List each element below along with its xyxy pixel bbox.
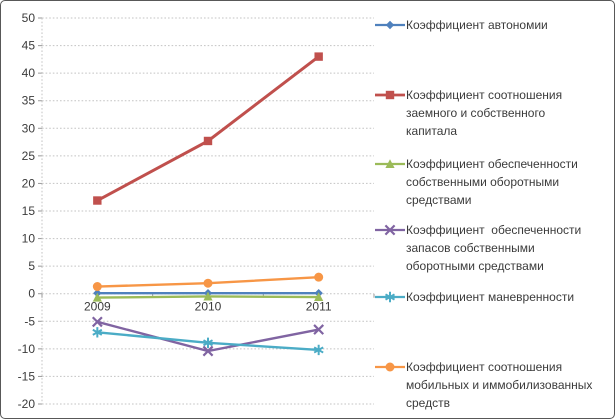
data-point-marker-x [91,316,103,328]
data-point-marker-square [93,196,102,205]
data-point-marker-circle [385,362,395,372]
legend-label: средствами [406,193,472,207]
legend-marker-square-icon [375,90,405,100]
legend-item-debt-to-equity: Коэффициент соотношения заемного и собст… [375,86,611,140]
legend-label: запасов собственными [406,241,535,255]
data-point-marker-circle [92,282,102,292]
data-point-marker-asterisk [202,337,214,348]
y-tick-label: -10 [18,342,36,356]
data-point-marker-circle [314,272,324,282]
y-tick-label: 10 [22,232,36,246]
legend-label: Коэффициент обеспеченности [406,157,578,171]
legend-label: мобильных и иммобилизованных [406,378,593,392]
y-tick-label: 5 [28,259,35,273]
chart-legend: Коэффициент автономии Коэффициент соотно… [375,1,614,418]
x-tick-label: 2010 [195,300,222,314]
legend-label: оборотными средствами [406,259,544,273]
data-point-marker-triangle [385,159,395,168]
y-tick-label: -5 [24,314,35,328]
legend-item-inventory-coverage: Коэффициент обеспеченности запасов собст… [375,221,611,275]
legend-label: Коэффициент автономии [406,18,548,32]
legend-item-mobile-to-immobilized: Коэффициент соотношения мобильных и иммо… [375,358,611,412]
y-tick-label: 15 [22,204,36,218]
legend-label: Коэффициент маневренности [406,290,575,304]
legend-marker-circle-icon [375,362,405,372]
y-tick-label: -20 [18,397,36,411]
series-5 [92,272,324,292]
legend-label: капитала [406,124,458,138]
x-tick-label: 2011 [306,300,332,314]
data-point-marker-square [385,90,395,100]
x-tick-label: 2009 [84,300,111,314]
data-point-marker-circle [203,278,213,288]
legend-marker-diamond-icon [375,20,405,30]
legend-label: Коэффициент соотношения [406,360,563,374]
data-point-marker-triangle [203,291,213,301]
legend-marker-x-icon [375,224,405,236]
series-4 [92,327,324,356]
legend-label: Коэффициент обеспеченности [406,223,582,237]
y-tick-label: 45 [22,39,36,53]
data-point-marker-square [314,52,323,61]
data-point-marker-x [384,224,396,236]
data-point-marker-x [313,324,325,335]
series-2 [92,291,324,302]
data-point-marker-asterisk [313,344,324,356]
data-point-marker-square [203,136,213,146]
y-tick-label: 20 [22,176,36,190]
legend-item-own-working-capital: Коэффициент обеспеченности собственными … [375,155,611,209]
series-3 [91,316,325,357]
y-tick-label: 0 [28,287,35,301]
legend-item-maneuverability: Коэффициент маневренности [375,288,611,306]
y-tick-label: 35 [22,94,36,108]
legend-label: собственными оборотными [406,175,560,189]
y-tick-label: 25 [22,149,36,163]
data-point-marker-asterisk [92,327,103,338]
y-tick-label: 40 [22,66,36,80]
legend-label: заемного и собственного [406,106,546,120]
data-point-marker-triangle [314,292,324,302]
legend-marker-asterisk-icon [375,291,405,303]
legend-marker-triangle-icon [375,159,405,168]
legend-item-autonomy: Коэффициент автономии [375,16,611,34]
data-point-marker-asterisk [384,291,396,303]
y-tick-label: -15 [18,369,36,383]
y-tick-label: 30 [22,121,36,135]
data-point-marker-diamond [385,20,395,30]
data-point-marker-triangle [92,292,102,302]
legend-label: средств [406,396,450,410]
data-point-marker-x [202,345,214,357]
y-tick-label: 50 [22,11,36,25]
legend-label: Коэффициент соотношения [406,88,563,102]
series-1 [93,52,323,205]
